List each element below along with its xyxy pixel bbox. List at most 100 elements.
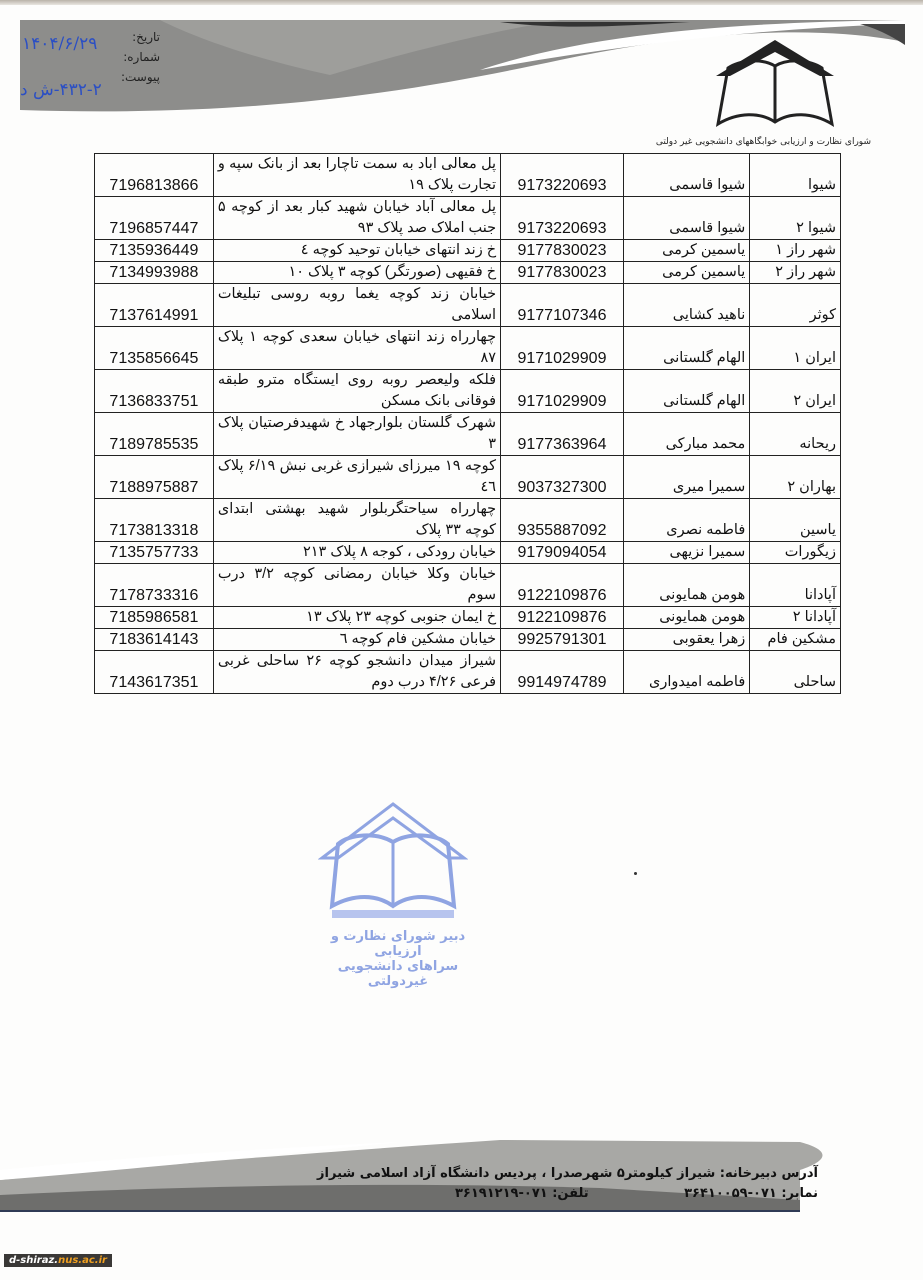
table-row: بهاران ۲ سمیرا میری 9037327300 کوچه ۱۹ میرز… bbox=[94, 455, 841, 499]
manager-name-cell: سمیرا میری bbox=[622, 455, 751, 499]
dormitory-table: شیوا شیوا قاسمی 9173220693 پل معالی اباد به… bbox=[94, 153, 841, 694]
manager-name-cell: شیوا قاسمی bbox=[622, 196, 751, 240]
address-cell: شهرک گلستان بلوارجهاد خ شهیدفرصتیان پلاک… bbox=[212, 412, 502, 456]
stamp-logo bbox=[317, 802, 469, 918]
table-row: شیوا ۲ شیوا قاسمی 9173220693 پل معالی آباد … bbox=[94, 196, 841, 240]
address-cell: فلکه ولیعصر روبه روی ایستگاه مترو طبقه ف… bbox=[212, 369, 502, 413]
landline-cell: 7143617351 bbox=[94, 650, 214, 694]
footer-address: آدرس دبیرخانه: شیراز کیلومتر۵ شهرصدرا ، … bbox=[317, 1166, 818, 1181]
landline-cell: 7189785535 bbox=[94, 412, 214, 456]
dorm-name-cell: ایران ۱ bbox=[749, 326, 841, 370]
number-label: شماره: bbox=[123, 50, 160, 64]
landline-cell: 7196857447 bbox=[94, 196, 214, 240]
table-row: ساحلی فاطمه امیدواری 9914974789 شیراز میدان… bbox=[94, 650, 841, 694]
dorm-name-cell: آپادانا ۲ bbox=[749, 606, 841, 629]
landline-cell: 7135757733 bbox=[94, 541, 214, 564]
scan-edge bbox=[0, 0, 923, 5]
stamp-line-1: دبیر شورای نظارت و ارزیابی bbox=[330, 929, 466, 959]
table-row: ایران ۲ الهام گلستانی 9171029909 فلکه ولیعص… bbox=[94, 369, 841, 413]
address-cell: خیابان رودکی ، کوجه ۸ پلاک ۲۱۳ bbox=[212, 541, 502, 564]
dorm-name-cell: یاسین bbox=[749, 498, 841, 542]
dorm-name-cell: زیگورات bbox=[749, 541, 841, 564]
table-row: شیوا شیوا قاسمی 9173220693 پل معالی اباد به… bbox=[94, 153, 841, 197]
mobile-cell: 9177830023 bbox=[500, 261, 624, 284]
manager-name-cell: فاطمه نصری bbox=[622, 498, 751, 542]
mobile-cell: 9171029909 bbox=[500, 326, 624, 370]
mobile-cell: 9122109876 bbox=[500, 606, 624, 629]
landline-cell: 7137614991 bbox=[94, 283, 214, 327]
address-cell: کوچه ۱۹ میرزای شیرازی غربی نبش ۶/۱۹ پلاک… bbox=[212, 455, 502, 499]
table-row: شهر راز ۱ یاسمین کرمی 9177830023 خ زند انته… bbox=[94, 239, 841, 262]
table-row: آپادانا هومن همایونی 9122109876 خیابان وکلا… bbox=[94, 563, 841, 607]
ink-dot bbox=[634, 872, 637, 875]
mobile-cell: 9173220693 bbox=[500, 153, 624, 197]
dorm-name-cell: ایران ۲ bbox=[749, 369, 841, 413]
organization-logo bbox=[715, 40, 835, 127]
handwritten-date: ۱۴۰۴/۶/۲۹ bbox=[22, 34, 98, 54]
landline-cell: 7188975887 bbox=[94, 455, 214, 499]
dorm-name-cell: ریحانه bbox=[749, 412, 841, 456]
manager-name-cell: هومن همایونی bbox=[622, 606, 751, 629]
address-cell: چهارراه سیاحتگربلوار شهید بهشتی ابتدای ک… bbox=[212, 498, 502, 542]
table-row: آپادانا ۲ هومن همایونی 9122109876 خ ایمان ج… bbox=[94, 606, 841, 629]
website-badge: d-shiraz.nus.ac.ir bbox=[4, 1254, 112, 1267]
mobile-cell: 9179094054 bbox=[500, 541, 624, 564]
manager-name-cell: یاسمین کرمی bbox=[622, 261, 751, 284]
manager-name-cell: هومن همایونی bbox=[622, 563, 751, 607]
dorm-name-cell: کوثر bbox=[749, 283, 841, 327]
manager-name-cell: محمد مبارکی bbox=[622, 412, 751, 456]
footer-fax: نمابر: ۰۷۱-۳۶۴۱۰۰۵۹ bbox=[684, 1186, 818, 1201]
mobile-cell: 9171029909 bbox=[500, 369, 624, 413]
table-row: ایران ۱ الهام گلستانی 9171029909 چهارراه زن… bbox=[94, 326, 841, 370]
manager-name-cell: الهام گلستانی bbox=[622, 326, 751, 370]
manager-name-cell: الهام گلستانی bbox=[622, 369, 751, 413]
official-stamp: دبیر شورای نظارت و ارزیابی سراهای دانشجو… bbox=[317, 800, 469, 989]
landline-cell: 7134993988 bbox=[94, 261, 214, 284]
address-cell: خ فقیهی (صورتگر) کوچه ۳ پلاک ۱۰ bbox=[212, 261, 502, 284]
footer-phone: تلفن: ۰۷۱-۳۶۱۹۱۲۱۹ bbox=[455, 1186, 589, 1201]
address-cell: خیابان زند کوچه یغما روبه روسی تبلیغات ا… bbox=[212, 283, 502, 327]
landline-cell: 7183614143 bbox=[94, 628, 214, 651]
dorm-name-cell: مشکین فام bbox=[749, 628, 841, 651]
landline-cell: 7135936449 bbox=[94, 239, 214, 262]
manager-name-cell: زهرا یعقوبی bbox=[622, 628, 751, 651]
mobile-cell: 9177830023 bbox=[500, 239, 624, 262]
letterhead-footer-band bbox=[0, 1140, 823, 1212]
mobile-cell: 9925791301 bbox=[500, 628, 624, 651]
dorm-name-cell: شهر راز ۲ bbox=[749, 261, 841, 284]
dorm-name-cell: شهر راز ۱ bbox=[749, 239, 841, 262]
table-row: یاسین فاطمه نصری 9355887092 چهارراه سیاحتگر… bbox=[94, 498, 841, 542]
manager-name-cell: یاسمین کرمی bbox=[622, 239, 751, 262]
address-cell: خ زند انتهای خیابان توحید کوچه ٤ bbox=[212, 239, 502, 262]
manager-name-cell: شیوا قاسمی bbox=[622, 153, 751, 197]
stamp-line-2: سراهای دانشجویی غیردولتی bbox=[337, 959, 459, 989]
dorm-name-cell: شیوا ۲ bbox=[749, 196, 841, 240]
mobile-cell: 9173220693 bbox=[500, 196, 624, 240]
manager-name-cell: فاطمه امیدواری bbox=[622, 650, 751, 694]
address-cell: پل معالی اباد به سمت تاچارا بعد از بانک … bbox=[212, 153, 502, 197]
table-row: ریحانه محمد مبارکی 9177363964 شهرک گلستان ب… bbox=[94, 412, 841, 456]
manager-name-cell: ناهید کشایی bbox=[622, 283, 751, 327]
address-cell: چهارراه زند انتهای خیابان سعدی کوچه ۱ پل… bbox=[212, 326, 502, 370]
mobile-cell: 9122109876 bbox=[500, 563, 624, 607]
table-row: کوثر ناهید کشایی 9177107346 خیابان زند کوچه… bbox=[94, 283, 841, 327]
website-prefix: d-shiraz. bbox=[9, 1255, 59, 1266]
table-row: مشکین فام زهرا یعقوبی 9925791301 خیابان مشک… bbox=[94, 628, 841, 651]
landline-cell: 7178733316 bbox=[94, 563, 214, 607]
landline-cell: 7185986581 bbox=[94, 606, 214, 629]
mobile-cell: 9177363964 bbox=[500, 412, 624, 456]
address-cell: پل معالی آباد خیابان شهید کبار بعد از کو… bbox=[212, 196, 502, 240]
address-cell: خیابان وکلا خیابان رمضانی کوچه ۳/۲ درب س… bbox=[212, 563, 502, 607]
table-row: شهر راز ۲ یاسمین کرمی 9177830023 خ فقیهی (ص… bbox=[94, 261, 841, 284]
manager-name-cell: سمیرا نزیهی bbox=[622, 541, 751, 564]
landline-cell: 7196813866 bbox=[94, 153, 214, 197]
landline-cell: 7135856645 bbox=[94, 326, 214, 370]
dorm-name-cell: بهاران ۲ bbox=[749, 455, 841, 499]
landline-cell: 7136833751 bbox=[94, 369, 214, 413]
attachment-label: پیوست: bbox=[120, 70, 160, 84]
organization-caption: شورای نظارت و ارزیابی خوابگاههای دانشجوی… bbox=[655, 137, 871, 147]
address-cell: خ ایمان جنوبی کوچه ۲۳ پلاک ۱۳ bbox=[212, 606, 502, 629]
dorm-name-cell: ساحلی bbox=[749, 650, 841, 694]
handwritten-number: ۴۳۲-۲-ش د bbox=[20, 80, 102, 100]
table-row: زیگورات سمیرا نزیهی 9179094054 خیابان رودکی… bbox=[94, 541, 841, 564]
